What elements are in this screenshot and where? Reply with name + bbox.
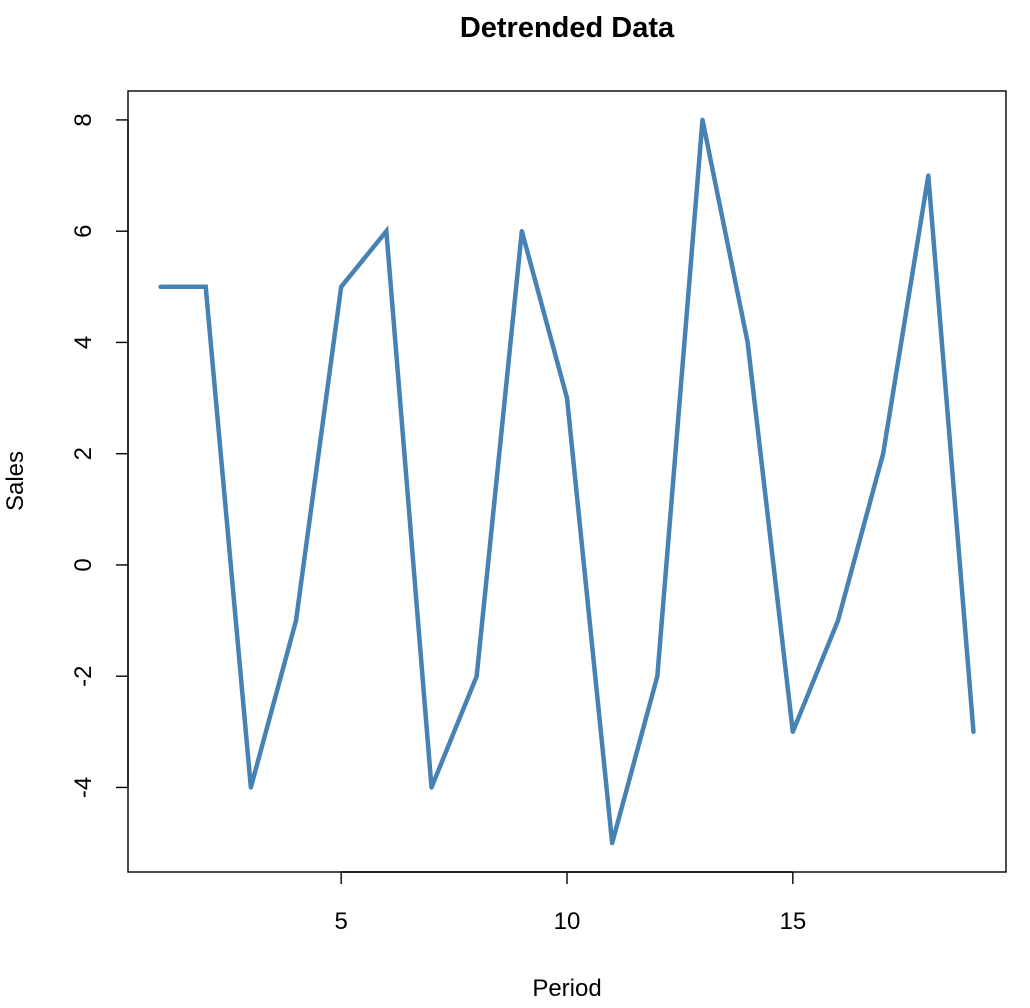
data-point xyxy=(790,729,796,735)
data-point xyxy=(338,284,344,290)
x-tick-label: 10 xyxy=(554,908,581,935)
y-axis-ticks: -4 -2 0 2 4 6 8 xyxy=(70,113,128,798)
y-tick-label: -2 xyxy=(70,666,97,687)
data-point xyxy=(880,451,886,456)
x-axis-ticks: 5 10 15 xyxy=(334,872,806,935)
x-tick-label: 15 xyxy=(779,908,806,935)
x-tick-label: 5 xyxy=(334,908,347,935)
y-tick-label: 2 xyxy=(70,447,97,460)
data-point xyxy=(564,395,570,401)
data-point xyxy=(745,340,750,345)
data-point xyxy=(835,618,841,623)
y-tick-label: -4 xyxy=(70,777,97,798)
data-point xyxy=(700,117,705,123)
data-point xyxy=(926,173,931,178)
data-point xyxy=(971,729,976,735)
data-point xyxy=(519,228,525,234)
series-line xyxy=(160,119,976,844)
data-point xyxy=(158,284,163,290)
data-point xyxy=(474,673,479,679)
data-point xyxy=(293,618,299,623)
y-tick-label: 8 xyxy=(70,113,97,126)
y-tick-label: 6 xyxy=(70,224,97,237)
data-point xyxy=(609,840,615,846)
data-point xyxy=(203,284,208,290)
x-axis-label: Period xyxy=(532,975,601,1002)
series-group xyxy=(158,117,976,846)
y-axis-label: Sales xyxy=(2,451,29,511)
y-tick-label: 4 xyxy=(70,336,97,349)
data-point xyxy=(655,673,660,679)
chart-title: Detrended Data xyxy=(460,12,675,44)
data-point xyxy=(384,228,389,234)
y-tick-label: 0 xyxy=(70,558,97,571)
data-point xyxy=(248,785,254,790)
data-point xyxy=(429,785,434,790)
